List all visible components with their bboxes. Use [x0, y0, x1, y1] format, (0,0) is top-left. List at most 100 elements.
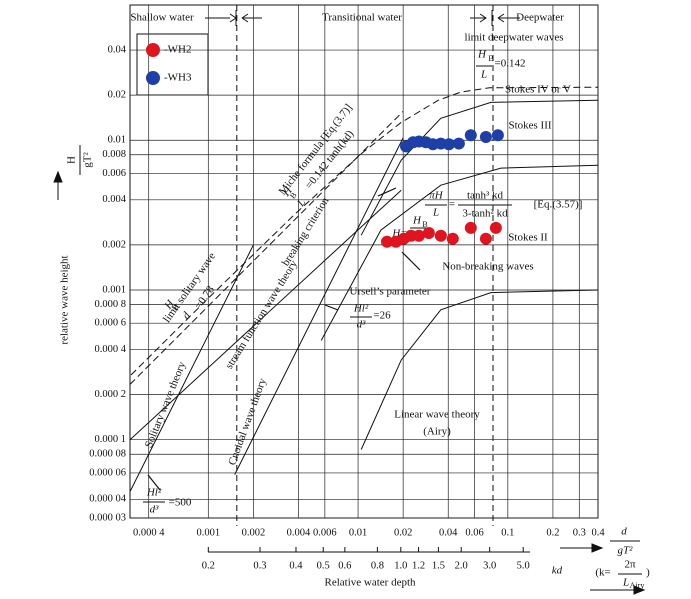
- x-tick-label: 0.04: [439, 527, 458, 538]
- data-point: [434, 229, 447, 242]
- annotation: kd: [552, 565, 563, 577]
- annotation: Deepwater: [516, 12, 564, 24]
- x-tick-label: 0.01: [349, 527, 367, 538]
- annotation: d: [180, 310, 193, 322]
- kd-tick-label: 0.8: [371, 560, 384, 571]
- x-tick-label: 0.2: [546, 527, 559, 538]
- x-tick-label: 0.000 4: [133, 527, 165, 538]
- x-tick-label: 0.4: [591, 527, 605, 538]
- annotation: ): [646, 567, 650, 579]
- x-tick-label: 0.001: [196, 527, 220, 538]
- x-arrow: [560, 543, 604, 553]
- theory-curve: [360, 99, 599, 236]
- data-point: [380, 235, 393, 248]
- x-tick-label: 0.06: [465, 527, 483, 538]
- data-point: [464, 129, 477, 142]
- theory-curve: [234, 137, 404, 475]
- y-axis-label: relative wave height: [59, 255, 71, 344]
- legend-label: -WH2: [164, 44, 192, 56]
- annotation: L: [432, 207, 439, 219]
- y-tick-label: 0.000 2: [95, 389, 127, 400]
- y-axis-label-num: H: [66, 156, 78, 164]
- kd-tick-label: 0.3: [253, 560, 266, 571]
- annotation: 2π: [624, 559, 636, 571]
- annotation: Ursell’s parameter: [350, 286, 431, 298]
- annotation: =: [449, 199, 455, 211]
- y-tick-label: 0.000 08: [89, 449, 126, 460]
- x-axis-label: d: [621, 526, 627, 538]
- annotation: [Eq.(3.57)]: [534, 199, 583, 211]
- kd-arrow: [590, 585, 646, 595]
- y-tick-label: 0.000 06: [89, 467, 126, 478]
- y-arrow: [53, 170, 63, 200]
- legend-swatch: [146, 43, 160, 57]
- data-point: [489, 221, 502, 234]
- y-tick-label: 0.008: [102, 149, 126, 160]
- y-tick-label: 0.000 6: [95, 318, 127, 329]
- annotation: 3-tanh² kd: [462, 208, 508, 220]
- y-tick-label: 0.000 4: [95, 344, 127, 355]
- region-arrows: [205, 10, 520, 26]
- annotation: limit deepwater waves: [465, 32, 564, 44]
- annotation: Hl²: [353, 303, 369, 315]
- y-axis-label-den: gT²: [82, 152, 94, 168]
- pointer: [377, 187, 397, 197]
- y-tick-label: 0.000 04: [89, 494, 127, 505]
- annotation: Non-breaking waves: [442, 261, 533, 273]
- x-tick-label: 0.006: [313, 527, 337, 538]
- kd-tick-label: 0.5: [317, 560, 330, 571]
- kd-tick-label: 1.0: [394, 560, 407, 571]
- annotation: B: [488, 54, 493, 63]
- kd-tick-label: 1.2: [412, 560, 425, 571]
- annotation: =500: [169, 497, 192, 509]
- y-tick-label: 0.001: [102, 284, 126, 295]
- data-point: [464, 221, 477, 234]
- data-point: [442, 138, 455, 151]
- y-tick-label: 0.000 8: [95, 299, 127, 310]
- theory-curve: [129, 110, 404, 385]
- annotation: Solitary wave theory: [143, 360, 189, 450]
- annotation: (Airy): [423, 426, 451, 438]
- kd-tick-label: 0.6: [338, 560, 351, 571]
- annotation: Shallow water: [130, 12, 194, 24]
- kd-tick-label: 2.0: [455, 560, 468, 571]
- y-tick-label: 0.000 03: [89, 512, 126, 523]
- theory-curve: [130, 86, 599, 376]
- y-tick-label: 0.000 1: [95, 434, 127, 445]
- kd-tick-label: 1.5: [432, 560, 445, 571]
- x-tick-label: 0.1: [501, 527, 514, 538]
- pointer: [324, 304, 339, 311]
- theory-curve: [360, 289, 599, 450]
- annotation: H: [412, 215, 422, 227]
- theory-curve: [320, 164, 599, 341]
- annotation: B: [288, 191, 298, 201]
- y-tick-label: 0.04: [108, 44, 127, 55]
- x-tick-label: 0.3: [573, 527, 586, 538]
- x2-axis-label: Relative water depth: [324, 577, 416, 589]
- annotation: Stokes II: [508, 232, 548, 244]
- x-tick-label: 0.004: [287, 527, 311, 538]
- pointer: [401, 251, 421, 271]
- annotation: Linear wave theory: [394, 409, 480, 421]
- kd-tick-label: 3.0: [483, 560, 496, 571]
- annotation: Stokes III: [508, 120, 551, 132]
- data-point: [479, 131, 492, 144]
- x-tick-label: 0.02: [394, 527, 412, 538]
- theory-curve: [129, 244, 254, 492]
- data-point: [422, 227, 435, 240]
- annotation: Stokes IV or V: [505, 84, 571, 96]
- y-tick-label: 0.002: [102, 239, 126, 250]
- legend-label: -WH3: [164, 72, 192, 84]
- annotation: L: [294, 197, 308, 210]
- annotation: L: [480, 69, 487, 81]
- annotation: B: [170, 303, 180, 313]
- annotation: =26: [373, 310, 391, 322]
- annotation: d³: [357, 319, 367, 331]
- y-tick-label: 0.006: [102, 168, 126, 179]
- x-axis-label-den: gT²: [618, 545, 634, 557]
- data-point: [446, 232, 459, 245]
- annotation: Transitional water: [322, 12, 402, 24]
- y-tick-label: 0.01: [108, 135, 126, 146]
- y-tick-label: 0.02: [108, 90, 126, 101]
